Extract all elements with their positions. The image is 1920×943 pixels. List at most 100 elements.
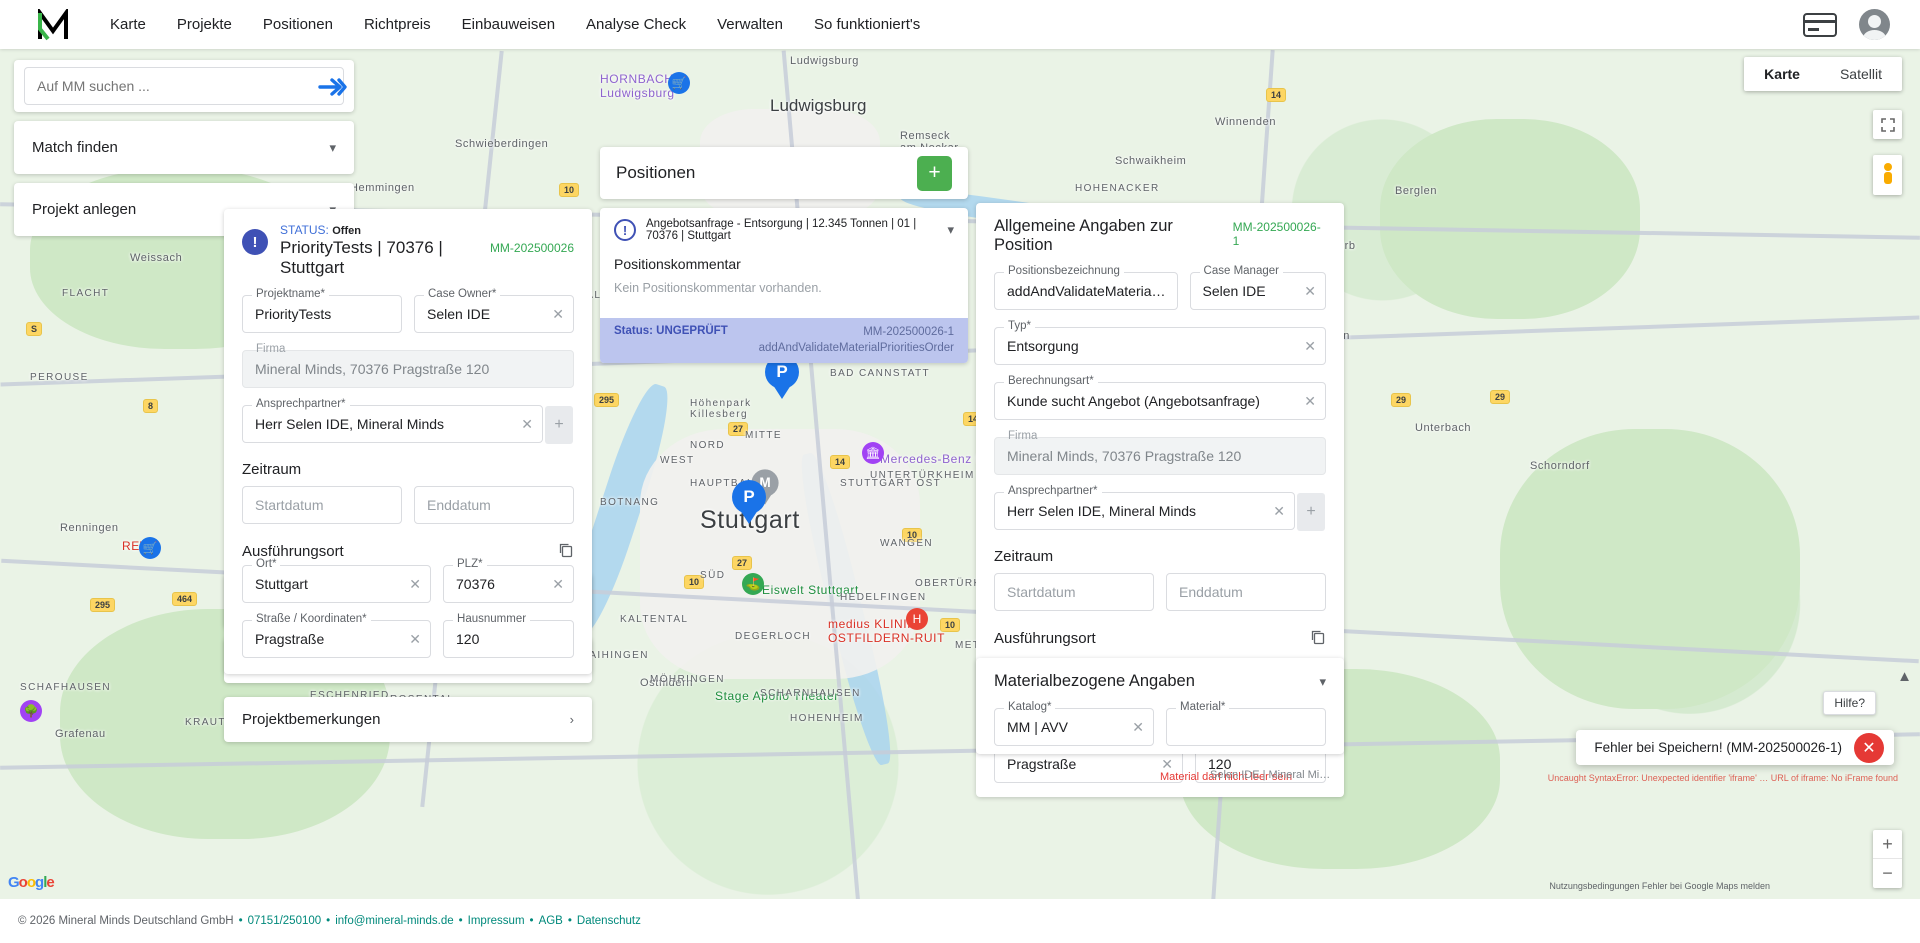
field-startdatum-position[interactable]: Startdatum [994,573,1154,611]
field-ort[interactable]: Ort* Stuttgart ✕ [242,558,432,603]
add-contact-button[interactable]: + [545,406,573,444]
store-poi-icon[interactable]: 🛒 [139,537,161,559]
clear-icon[interactable]: ✕ [1132,719,1144,735]
projektname-label: Projektname* [252,288,330,300]
field-berechnungsart[interactable]: Berechnungsart* Kunde sucht Angebot (Ang… [994,375,1326,420]
field-hausnummer[interactable]: Hausnummer 120 [443,613,574,658]
directions-arrow-icon[interactable] [313,68,350,105]
field-katalog[interactable]: Katalog* MM | AVV ✕ [994,701,1154,746]
street-view-pegman-icon[interactable] [1873,155,1902,195]
katalog-value: MM | AVV [1007,719,1068,735]
footer-link-info-mineral-minds-de[interactable]: info@mineral-minds.de [335,915,454,927]
clear-icon[interactable]: ✕ [1161,756,1174,772]
clear-icon[interactable]: ✕ [521,416,533,432]
field-firma: Firma Mineral Minds, 70376 Pragstraße 12… [242,343,574,388]
highway-shield: S [26,322,43,336]
fullscreen-glyph [1880,117,1895,132]
map-place-label: Berglen [1395,185,1438,197]
map-area-label: UNTERTÜRKHEIM [870,470,975,481]
nav-item-verwalten[interactable]: Verwalten [717,16,783,33]
field-enddatum[interactable]: Enddatum [414,486,574,524]
field-plz[interactable]: PLZ* 70376 ✕ [443,558,574,603]
ghost-text: Selen IDE | Mineral Mi… [1210,769,1331,781]
field-typ[interactable]: Typ* Entsorgung ✕ [994,320,1326,365]
field-strasse[interactable]: Straße / Koordinaten* Pragstraße ✕ [242,613,432,658]
position-status-bar: Status: UNGEPRÜFT MM-202500026-1 addAndV… [600,318,968,364]
mineral-minds-logo-icon[interactable] [36,6,70,41]
add-contact-button[interactable]: + [1297,493,1325,531]
map-pin-tail [740,510,758,524]
ausfuehrungsort-header: Ausführungsort [242,542,574,561]
material-section-header[interactable]: Materialbezogene Angaben ▾ [994,672,1326,691]
copy-icon[interactable] [558,542,574,561]
search-input[interactable] [24,67,344,105]
field-ansprechpartner-position[interactable]: Ansprechpartner* Herr Selen IDE, Mineral… [994,485,1325,531]
clear-icon[interactable]: ✕ [552,306,564,322]
project-mm-number: MM-202500026 [489,241,574,255]
map-pin-head: P [732,480,766,514]
store-poi-icon[interactable]: 🛒 [668,72,690,94]
map-place-label: medius KLINIK OSTFILDERN-RUIT [828,617,945,645]
credit-card-icon[interactable] [1803,12,1837,37]
map-type-satellit[interactable]: Satellit [1839,66,1882,82]
footer-link-07151-250100[interactable]: 07151/250100 [247,915,322,927]
map-area-label: SCHARNHAUSEN [760,688,861,699]
field-case-owner[interactable]: Case Owner* Selen IDE ✕ [414,288,574,333]
strasse-hausnummer-row: Straße / Koordinaten* Pragstraße ✕ Hausn… [242,603,574,658]
highway-shield: 14 [830,455,851,469]
map-type-karte[interactable]: Karte [1764,66,1800,82]
field-case-manager[interactable]: Case Manager Selen IDE ✕ [1189,265,1326,310]
attraction-poi-icon[interactable]: ⛳ [742,573,764,595]
clear-icon[interactable]: ✕ [409,631,422,647]
museum-poi-icon[interactable]: 🏛 [862,442,884,464]
clear-icon[interactable]: ✕ [1304,283,1316,299]
clear-icon[interactable]: ✕ [409,576,422,592]
footer-link-impressum[interactable]: Impressum [467,915,525,927]
positionen-title: Positionen [616,163,696,182]
highway-shield: 464 [172,592,198,606]
copy-icon[interactable] [1310,629,1326,648]
accordion-match-finden[interactable]: Match finden ▾ [14,121,354,174]
nav-item-projekte[interactable]: Projekte [176,16,232,33]
close-icon[interactable]: ✕ [1854,732,1884,763]
add-position-button[interactable]: + [917,155,952,191]
clear-icon[interactable]: ✕ [1273,503,1285,519]
map-pin-project[interactable]: P [732,480,766,524]
chevron-down-icon[interactable]: ▾ [947,222,954,237]
hausnummer-value: 120 [456,631,480,647]
field-firma-position: Firma Mineral Minds, 70376 Pragstraße 12… [994,430,1326,475]
hilfe-button[interactable]: Hilfe? [1823,691,1876,715]
status-prefix: STATUS: [280,223,329,237]
positionskommentar-title: Positionskommentar [614,256,741,272]
collapse-panel-icon[interactable]: ▲ [1897,668,1912,685]
zoom-in-button[interactable]: + [1873,830,1902,859]
field-projektname[interactable]: Projektname* PriorityTests [242,288,402,333]
nav-item-richtpreis[interactable]: Richtpreis [363,16,431,33]
nav-item-positionen[interactable]: Positionen [262,16,333,33]
clear-icon[interactable]: ✕ [1304,393,1316,409]
nav-right-actions [1803,9,1890,40]
position-item-header[interactable]: ! Angebotsanfrage - Entsorgung | 12.345 … [614,218,954,242]
chevron-down-icon[interactable]: ▾ [1319,673,1326,689]
zoom-out-button[interactable]: − [1882,863,1893,883]
user-avatar[interactable] [1859,9,1890,40]
field-startdatum[interactable]: Startdatum [242,486,402,524]
clear-icon[interactable]: ✕ [552,576,564,592]
clear-icon[interactable]: ✕ [1304,338,1316,354]
field-enddatum-position[interactable]: Enddatum [1166,573,1326,611]
fullscreen-icon[interactable] [1873,110,1902,139]
nav-item-einbauweisen[interactable]: Einbauweisen [461,16,556,33]
nav-item-karte[interactable]: Karte [110,16,146,33]
nav-item-analyse-check[interactable]: Analyse Check [586,16,687,33]
footer-link-agb[interactable]: AGB [538,915,563,927]
card-projektbemerkungen[interactable]: Projektbemerkungen › [224,697,592,742]
field-positionsbezeichnung[interactable]: Positionsbezeichnung addAndValidateMater… [994,265,1178,310]
field-ansprechpartner[interactable]: Ansprechpartner* Herr Selen IDE, Mineral… [242,398,573,444]
field-material[interactable]: Material* [1166,701,1326,746]
hospital-poi-icon[interactable]: H [906,608,928,630]
nav-item-so-funktioniert-s[interactable]: So funktioniert's [813,16,921,33]
highway-shield: 295 [594,393,620,407]
park-poi-icon[interactable]: 🌳 [20,700,42,722]
footer-copyright: © 2026 Mineral Minds Deutschland GmbH [18,915,234,927]
footer-link-datenschutz[interactable]: Datenschutz [576,915,641,927]
